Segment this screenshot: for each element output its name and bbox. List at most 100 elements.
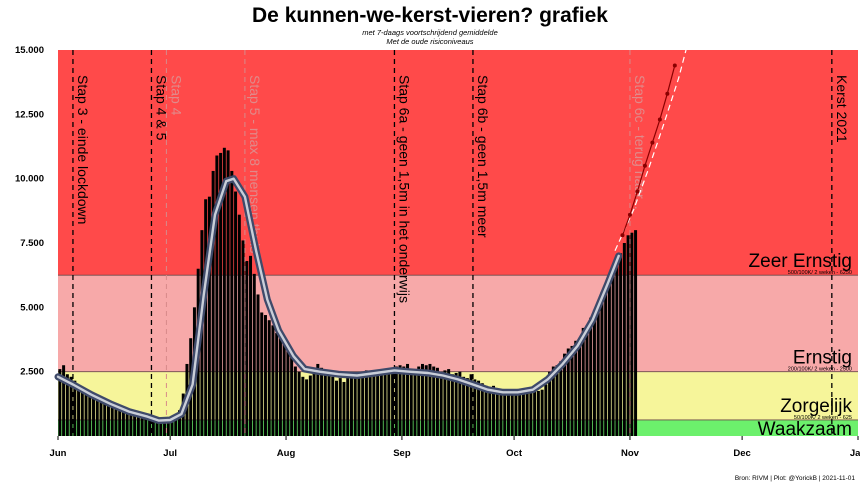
daily-bar	[215, 155, 219, 437]
band-label-zeer-ernstig: Zeer Ernstig	[749, 251, 852, 272]
daily-bar	[454, 372, 458, 436]
x-tick-label: Aug	[277, 448, 296, 459]
daily-bar	[521, 389, 525, 436]
daily-bar	[462, 376, 466, 436]
daily-bar	[80, 392, 84, 436]
daily-bar	[611, 271, 615, 436]
x-tick-label: Oct	[506, 448, 523, 459]
daily-bar	[536, 390, 540, 436]
daily-bar	[559, 361, 563, 436]
daily-bar	[204, 199, 208, 436]
daily-bar	[600, 291, 604, 436]
daily-bar	[178, 410, 181, 436]
daily-bar	[514, 393, 518, 436]
daily-bar	[578, 338, 581, 436]
daily-bar	[394, 366, 398, 436]
trend-lines	[54, 49, 687, 425]
y-tick-label: 2.500	[20, 367, 44, 378]
daily-bar	[121, 411, 125, 436]
daily-bar	[544, 384, 548, 436]
daily-bar	[136, 414, 140, 436]
band-threshold-zorgelijk: 50/100K/ 2 weken - 625	[794, 415, 852, 421]
daily-bar	[349, 372, 353, 436]
daily-bar	[346, 375, 350, 436]
daily-bar	[327, 375, 331, 436]
band-label-zorgelijk: Zorgelijk	[780, 396, 852, 417]
daily-bar	[626, 235, 630, 436]
daily-bar	[488, 388, 492, 436]
daily-bar	[424, 365, 428, 436]
daily-bar	[65, 374, 69, 436]
x-tick-label: Dec	[733, 448, 750, 459]
daily-bar	[480, 383, 484, 436]
daily-bar	[607, 279, 611, 436]
daily-bar	[506, 392, 510, 436]
event-label: Stap 4 & 5	[153, 75, 169, 141]
band-label-waakzaam: Waakzaam	[758, 419, 852, 440]
x-axis: Jun Jul Aug Sep Oct Nov Dec Jan	[50, 436, 860, 459]
band-ernstig	[58, 275, 858, 372]
daily-bar	[592, 309, 596, 436]
daily-bar	[92, 398, 96, 436]
daily-bar	[484, 385, 488, 436]
daily-bar	[469, 374, 473, 436]
moving-average-line	[56, 177, 620, 422]
daily-bar	[237, 214, 241, 436]
daily-bar	[372, 375, 376, 436]
forecast-point	[672, 63, 677, 68]
daily-bar	[73, 380, 77, 436]
forecast-point	[657, 117, 662, 122]
daily-bar	[275, 333, 279, 436]
daily-bar	[301, 376, 305, 436]
daily-bar	[144, 416, 148, 436]
y-tick-label: 5.000	[20, 302, 44, 313]
daily-bar	[170, 420, 174, 436]
band-label-ernstig: Ernstig	[793, 348, 852, 369]
daily-bar	[159, 421, 163, 436]
daily-bar	[263, 315, 267, 436]
chart-subtitle-line-2: Met de oude risiconiveaus	[386, 37, 473, 46]
daily-bar	[342, 381, 346, 436]
event-label: Stap 6a - geen 1,5m in het onderwijs	[396, 75, 412, 303]
event-label: Stap 4	[168, 75, 184, 116]
daily-bar	[151, 419, 155, 436]
daily-bar	[331, 376, 335, 436]
daily-bar	[286, 351, 290, 436]
daily-bar	[207, 196, 211, 436]
daily-bar	[409, 369, 413, 436]
daily-bar	[174, 416, 178, 436]
daily-bar	[88, 396, 92, 436]
daily-bar	[581, 327, 585, 436]
daily-bar	[361, 376, 365, 436]
daily-bar	[297, 371, 301, 436]
daily-bar	[432, 366, 436, 436]
daily-bar	[619, 253, 623, 436]
band-zeer-ernstig	[58, 50, 858, 276]
daily-bar	[428, 363, 432, 436]
daily-bar	[338, 378, 342, 436]
x-tick-label: Jul	[163, 448, 177, 459]
daily-bars	[58, 147, 638, 437]
daily-bar	[260, 312, 264, 436]
daily-bar	[230, 170, 234, 437]
daily-bar	[252, 273, 256, 436]
daily-bar	[503, 394, 507, 436]
daily-bar	[110, 407, 114, 436]
chart-subtitle-line-1: met 7-daags voortschrijdend gemiddelde	[362, 28, 498, 37]
daily-bar	[103, 403, 107, 436]
forecast-point	[665, 91, 670, 96]
daily-bar	[458, 371, 462, 436]
daily-bar	[398, 365, 402, 436]
forecast-point	[620, 233, 625, 238]
daily-bar	[245, 261, 249, 436]
daily-bar	[417, 366, 421, 436]
daily-bar	[77, 387, 81, 436]
daily-bar	[368, 374, 372, 436]
daily-bar	[323, 370, 327, 436]
daily-bar	[155, 420, 159, 436]
daily-bar	[357, 374, 361, 436]
daily-bar	[125, 412, 129, 436]
x-tick-label: Jan	[850, 448, 860, 459]
daily-bar	[271, 325, 275, 436]
